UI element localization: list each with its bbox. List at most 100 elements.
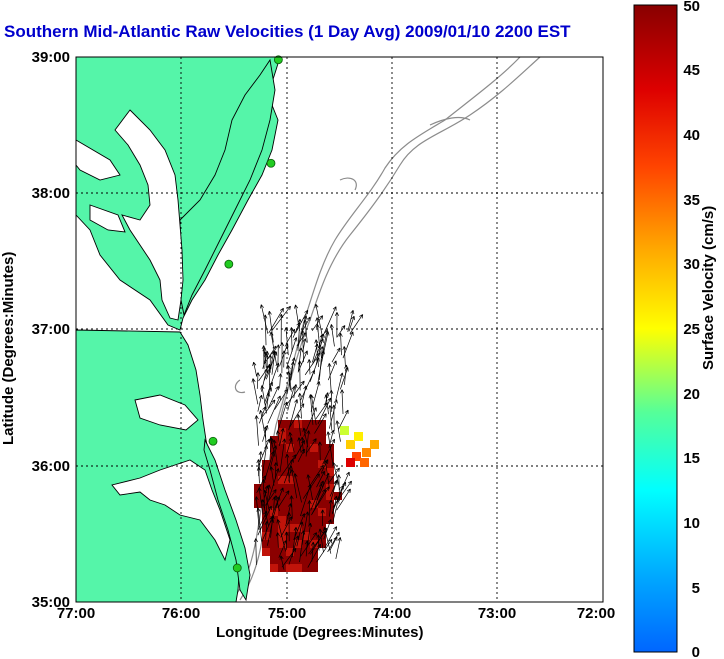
velocity-arrow <box>327 363 332 396</box>
velocity-arrow <box>280 342 285 374</box>
velocity-cell <box>310 420 318 428</box>
velocity-arrow <box>328 429 335 449</box>
x-tick-label: 75:00 <box>268 605 306 622</box>
y-axis-label: Latitude (Degrees:Minutes) <box>0 251 17 445</box>
velocity-arrow <box>286 512 292 542</box>
velocity-arrow <box>284 327 289 356</box>
velocity-arrow <box>281 547 297 568</box>
velocity-arrow <box>329 536 338 551</box>
velocity-arrow <box>339 367 349 390</box>
velocity-arrow <box>335 537 342 560</box>
velocity-cell <box>294 444 302 452</box>
velocity-arrow <box>266 351 278 380</box>
y-tick-labels: 39:00 38:00 37:00 36:00 35:00 <box>32 49 70 611</box>
velocity-arrow <box>316 539 333 563</box>
velocity-arrow <box>311 489 326 515</box>
velocity-arrow <box>311 541 316 562</box>
velocity-arrow <box>274 495 280 512</box>
velocity-cell <box>302 500 310 508</box>
velocity-arrow <box>286 337 298 369</box>
velocity-cell <box>270 492 278 500</box>
velocity-cell <box>294 548 302 556</box>
velocity-cell <box>262 460 270 468</box>
x-tick-label: 77:00 <box>57 605 95 622</box>
velocity-cell <box>318 460 326 468</box>
velocity-cell <box>278 420 286 428</box>
velocity-cell <box>294 540 302 548</box>
velocity-cell <box>270 468 278 476</box>
velocity-arrow <box>257 487 264 515</box>
velocity-cell <box>278 524 286 532</box>
chesapeake-bay <box>75 109 231 562</box>
velocity-arrow <box>268 354 273 373</box>
velocity-arrow <box>334 312 340 337</box>
velocity-cell <box>294 556 302 564</box>
velocity-arrow <box>261 445 269 477</box>
velocity-cell <box>278 428 286 436</box>
velocity-arrow <box>285 380 305 406</box>
velocity-cell <box>302 460 310 468</box>
velocity-cell <box>326 468 334 476</box>
colorbar <box>633 4 678 653</box>
y-tick-label: 39:00 <box>32 49 70 66</box>
velocity-cell <box>286 484 294 492</box>
title-container: Southern Mid-Atlantic Raw Velocities (1 … <box>0 0 634 50</box>
velocity-arrow <box>314 303 323 336</box>
velocity-cell <box>310 460 318 468</box>
y-tick-label: 35:00 <box>32 594 70 611</box>
velocity-cell <box>270 476 278 484</box>
velocity-arrow <box>328 467 340 483</box>
velocity-cell <box>262 548 270 556</box>
velocity-cell <box>302 420 310 428</box>
velocity-cell <box>302 508 310 516</box>
velocity-arrow <box>279 555 285 570</box>
velocity-arrow <box>283 458 294 484</box>
velocity-cell <box>294 420 302 428</box>
velocity-arrow <box>347 309 355 332</box>
velocity-arrow <box>269 445 278 470</box>
velocity-cell <box>254 500 262 508</box>
velocity-arrow <box>316 534 321 551</box>
velocity-arrow <box>289 403 305 428</box>
velocity-arrow <box>304 352 321 376</box>
velocity-cell <box>270 516 278 524</box>
velocity-arrow <box>293 513 306 540</box>
velocity-arrow <box>321 329 329 359</box>
velocity-arrow <box>316 470 325 488</box>
velocity-cell <box>294 492 302 500</box>
velocity-arrow <box>305 540 310 557</box>
velocity-cell <box>278 508 286 516</box>
velocity-cell <box>286 548 294 556</box>
velocity-cell <box>286 492 294 500</box>
velocity-arrow <box>328 405 333 431</box>
velocity-cell <box>370 440 379 449</box>
velocity-cell <box>334 492 342 500</box>
velocity-arrow <box>254 496 260 530</box>
velocity-arrow <box>268 385 279 409</box>
velocity-cell <box>318 524 326 532</box>
velocity-arrow <box>258 438 270 466</box>
velocity-arrow <box>279 343 289 366</box>
velocity-arrow <box>263 314 268 346</box>
velocity-cell <box>270 524 278 532</box>
velocity-cell <box>340 426 349 435</box>
velocity-cell <box>302 564 310 572</box>
colorbar-tick-label: 0 <box>692 644 700 659</box>
velocity-arrow <box>317 397 332 425</box>
radar-station <box>224 259 234 269</box>
velocity-cell <box>318 452 326 460</box>
velocity-arrow <box>329 324 335 347</box>
velocity-arrow <box>279 438 287 473</box>
x-tick-label: 76:00 <box>162 605 200 622</box>
velocity-arrow <box>271 487 284 515</box>
velocity-cell <box>310 564 318 572</box>
colorbar-tick-label: 20 <box>683 386 700 403</box>
velocity-arrow <box>335 372 344 401</box>
velocity-arrow <box>308 530 326 555</box>
velocity-arrow <box>338 409 349 430</box>
velocity-cell <box>270 548 278 556</box>
velocity-cell <box>310 492 318 500</box>
velocity-arrow <box>307 359 312 375</box>
radar-station <box>232 563 242 573</box>
velocity-arrow <box>277 490 290 508</box>
